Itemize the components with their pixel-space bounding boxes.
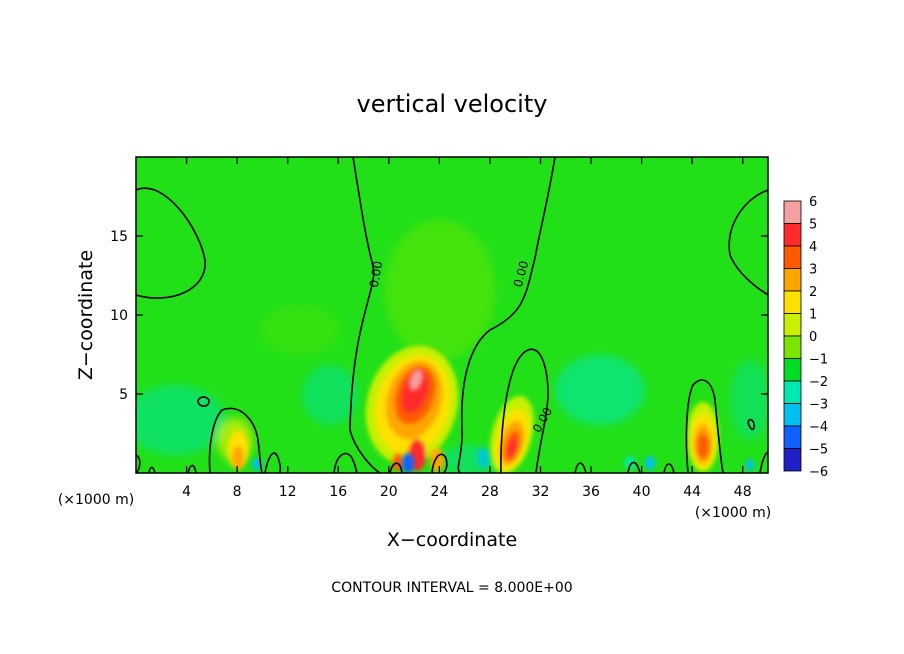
- colorbar-label: 4: [809, 240, 817, 255]
- x-tick-label: 48: [734, 484, 752, 500]
- colorbar-swatch: [783, 425, 802, 449]
- colorbar-label: 2: [809, 285, 817, 300]
- colorbar-label: 6: [809, 195, 817, 210]
- contour-label-1: 0.00: [367, 260, 385, 289]
- colorbar-swatch: [783, 335, 802, 359]
- x-tick-label: 32: [532, 484, 550, 500]
- colorbar-label: 5: [809, 218, 817, 233]
- zero-contours: [136, 157, 768, 473]
- colorbar-label: −2: [809, 375, 828, 390]
- plot-field: 0.00 0.00 0.00: [136, 157, 768, 473]
- contour-label-2: 0.00: [511, 259, 531, 288]
- x-unit-label-right: (×1000 m): [695, 505, 771, 521]
- colorbar-label: −4: [809, 420, 828, 435]
- colorbar-swatch: [783, 268, 802, 292]
- x-tick-label: 20: [380, 484, 398, 500]
- x-axis-label: X−coordinate: [387, 529, 517, 551]
- chart-title: vertical velocity: [357, 90, 548, 118]
- downdraft-spots: [252, 448, 754, 473]
- svg-text:0.00: 0.00: [511, 259, 531, 288]
- colorbar-swatch: [783, 403, 802, 427]
- x-tick-label: 16: [329, 484, 347, 500]
- colorbar-label: −3: [809, 398, 828, 413]
- colorbar-label: −1: [809, 353, 828, 368]
- colorbar-swatch: [783, 200, 802, 224]
- x-unit-label-left: (×1000 m): [58, 492, 134, 508]
- x-tick-label: 44: [683, 484, 701, 500]
- x-tick-label: 4: [182, 484, 191, 500]
- y-axis-label: Z−coordinate: [75, 250, 97, 380]
- x-tick-label: 36: [582, 484, 600, 500]
- colorbar-label: −6: [809, 465, 828, 480]
- colorbar-label: 1: [809, 308, 817, 323]
- y-tick-label: 5: [119, 387, 128, 403]
- colorbar-swatch: [783, 223, 802, 247]
- contour-interval-note: CONTOUR INTERVAL = 8.000E+00: [331, 580, 572, 596]
- x-tick-label: 24: [430, 484, 448, 500]
- colorbar-swatch: [783, 380, 802, 404]
- updraft-core-main: [365, 345, 459, 472]
- colorbar-label: −5: [809, 443, 828, 458]
- x-tick-label: 28: [481, 484, 499, 500]
- y-tick-label: 15: [110, 229, 128, 245]
- colorbar-swatch: [783, 358, 802, 382]
- updraft-core-8: [228, 430, 248, 470]
- x-axis-ticks: 4 8 12 16 20 24 28 32 36 40 44 48: [182, 157, 752, 500]
- colorbar-swatch: [783, 290, 802, 314]
- updraft-core-45: [687, 402, 719, 472]
- field-shading: [136, 220, 768, 473]
- colorbar-swatch: [783, 448, 802, 472]
- y-axis-ticks: 5 10 15: [110, 229, 768, 403]
- x-tick-label: 8: [233, 484, 242, 500]
- x-tick-label: 40: [633, 484, 651, 500]
- y-tick-label: 10: [110, 308, 128, 324]
- colorbar: 6 5 4 3 2 1 0 −1 −2 −3 −4 −5 −6: [783, 195, 828, 480]
- colorbar-swatch: [783, 313, 802, 337]
- colorbar-swatch: [783, 245, 802, 269]
- colorbar-label: 0: [809, 330, 817, 345]
- x-tick-label: 12: [279, 484, 297, 500]
- svg-text:0.00: 0.00: [367, 260, 385, 289]
- colorbar-label: 3: [809, 263, 817, 278]
